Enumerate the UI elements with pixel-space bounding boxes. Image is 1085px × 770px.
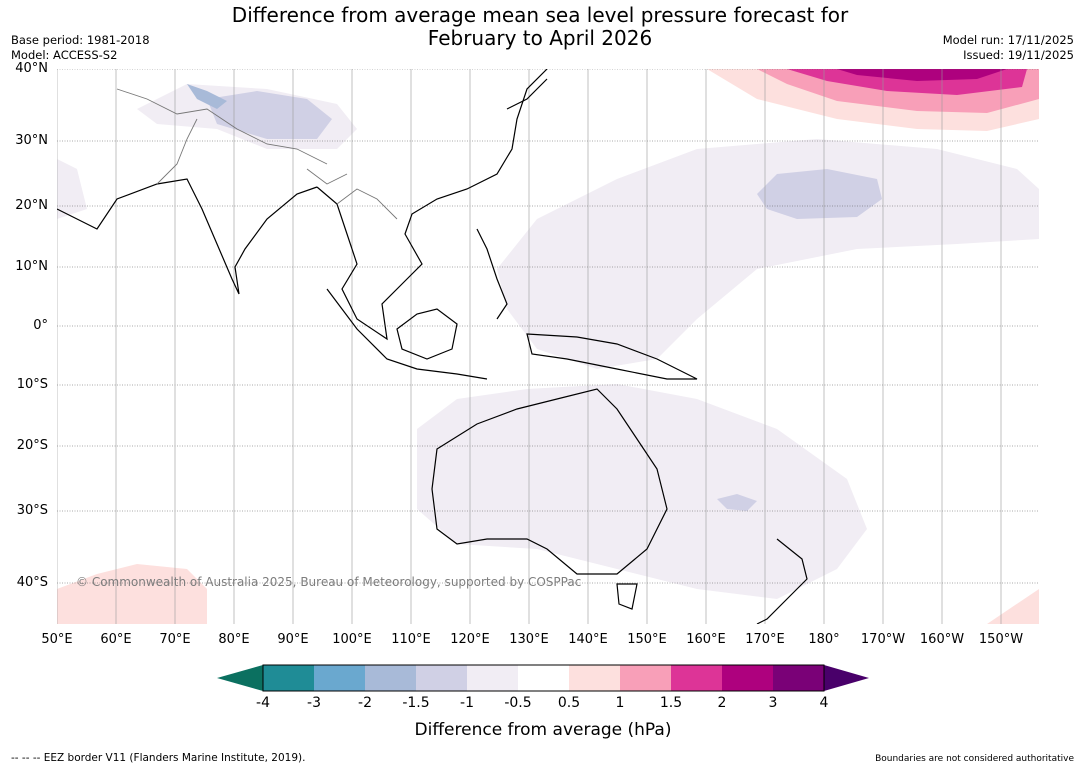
map-svg [57,69,1039,624]
lat-label: 20°N [15,198,48,213]
colorbar-cell [773,665,825,691]
negative-anomaly-west [57,159,87,219]
map-panel [57,69,1039,624]
colorbar-cell [416,665,468,691]
lat-label: 30°N [15,133,48,148]
coast-southeast-asia [316,69,548,341]
colorbar-cell [263,665,315,691]
colorbar-cell [722,665,774,691]
colorbar-cell [620,665,672,691]
lon-label: 100°E [332,632,372,647]
positive-anomaly-south-east [987,589,1039,624]
negative-anomaly-australia [417,384,867,599]
colorbar-cell [365,665,417,691]
title-line-1: Difference from average mean sea level p… [231,3,849,27]
anomaly-himalaya-peak [187,84,227,109]
colorbar-cell [467,665,519,691]
lon-label: 110°E [391,632,431,647]
lon-label: 170°W [860,632,906,647]
colorbar-tick-label: -4 [256,695,270,711]
lat-label: 40°S [16,575,48,590]
coast-arabia-india [57,178,318,295]
colorbar-cell [569,665,621,691]
coast-tasmania [616,583,638,610]
lon-label: 90°E [277,632,309,647]
colorbar [217,664,869,692]
meta-left: Base period: 1981-2018 Model: ACCESS-S2 [11,33,150,63]
lon-label: 150°E [627,632,667,647]
gridlines [57,69,1039,584]
lon-label: 170°E [745,632,785,647]
colorbar-cell [518,665,570,691]
lon-label: 150°W [978,632,1024,647]
coast-new-guinea [526,333,698,380]
lon-label: 120°E [450,632,490,647]
colorbar-tick-label: 2 [717,695,727,711]
lat-label: 10°S [16,377,48,392]
meridians [57,69,1002,624]
title-line-2: February to April 2026 [427,26,653,50]
colorbar-outline [262,664,825,692]
colorbar-tick-label: 0.5 [557,695,581,711]
coast-new-zealand [756,538,808,624]
issued-date: Issued: 19/11/2025 [963,48,1074,62]
lon-label: 160°W [919,632,965,647]
colorbar-cell [314,665,366,691]
positive-anomaly-north-core [837,69,1007,81]
lon-label: 130°E [509,632,549,647]
country-borders [116,88,398,220]
anomaly-himalaya-core [207,91,332,139]
negative-anomaly-pacific [497,139,1039,369]
base-period: Base period: 1981-2018 [11,33,150,47]
lon-label: 50°E [41,632,73,647]
model-name: Model: ACCESS-S2 [11,48,118,62]
colorbar-tick-label: -0.5 [504,695,532,711]
coastlines [57,69,808,624]
anomaly-pacific-core [757,169,882,219]
colorbar-over-arrow [824,665,869,691]
colorbar-tick-label: 3 [768,695,778,711]
lon-label: 80°E [218,632,250,647]
colorbar-title: Difference from average (hPa) [414,720,672,740]
coast-japan [506,78,548,110]
lon-label: 180° [808,632,840,647]
meta-right: Model run: 17/11/2025 Issued: 19/11/2025 [943,33,1074,63]
colorbar-tick-label: -2 [358,695,372,711]
coast-sumatra-java [326,288,488,380]
lat-label: 10°N [15,259,48,274]
model-run: Model run: 17/11/2025 [942,33,1074,47]
coast-borneo [396,308,458,360]
lon-label: 60°E [100,632,132,647]
lat-label: 20°S [16,438,48,453]
lon-label: 70°E [159,632,191,647]
anomaly-australia-core [717,494,757,511]
lat-label: 30°S [16,503,48,518]
coast-philippines [476,228,508,320]
chart-title: Difference from average mean sea level p… [200,4,880,50]
lon-label: 140°E [568,632,608,647]
lon-label: 160°E [686,632,726,647]
colorbar-tick-label: 1.5 [659,695,683,711]
lat-label: 40°N [15,61,48,76]
colorbar-tick-label: -1 [460,695,474,711]
coast-australia [431,388,668,575]
eez-footnote: -- -- -- EEZ border V11 (Flanders Marine… [11,752,306,764]
boundaries-disclaimer: Boundaries are not considered authoritat… [875,754,1074,764]
colorbar-tick-label: -3 [307,695,321,711]
colorbar-tick-label: 1 [615,695,625,711]
lat-label: 0° [33,318,48,333]
positive-anomaly-south-west [57,564,207,624]
colorbar-under-arrow [217,665,263,691]
colorbar-tick-label: 4 [819,695,829,711]
colorbar-cells [263,665,825,691]
copyright-notice: © Commonwealth of Australia 2025, Bureau… [76,575,582,589]
colorbar-tick-label: -1.5 [402,695,430,711]
colorbar-cell [671,665,723,691]
